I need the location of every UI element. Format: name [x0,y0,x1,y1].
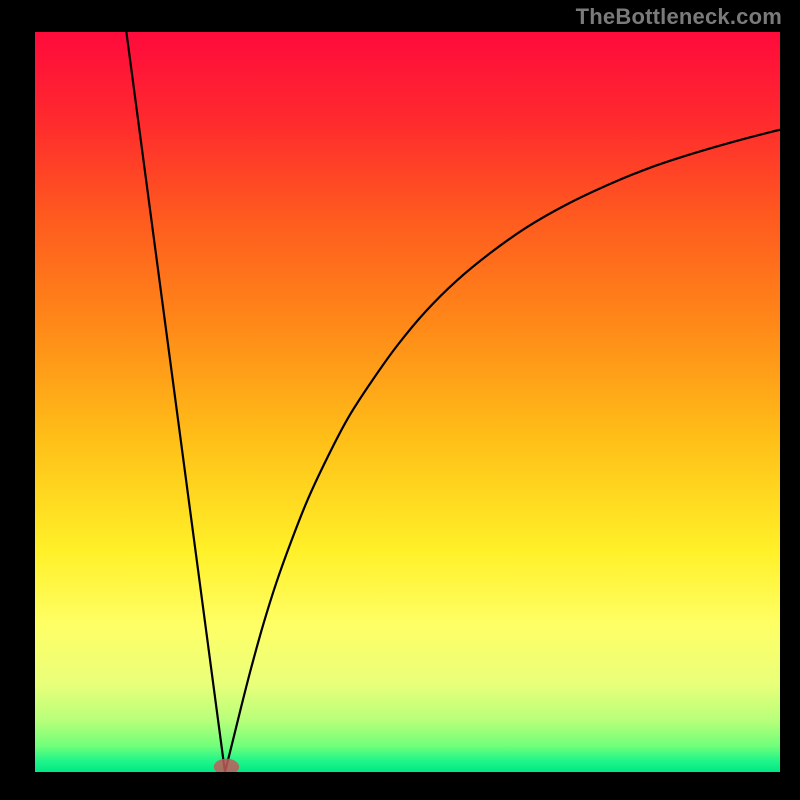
watermark: TheBottleneck.com [576,4,782,30]
bottleneck-chart [0,0,800,800]
optimum-marker [214,759,239,775]
plot-background [35,32,780,772]
